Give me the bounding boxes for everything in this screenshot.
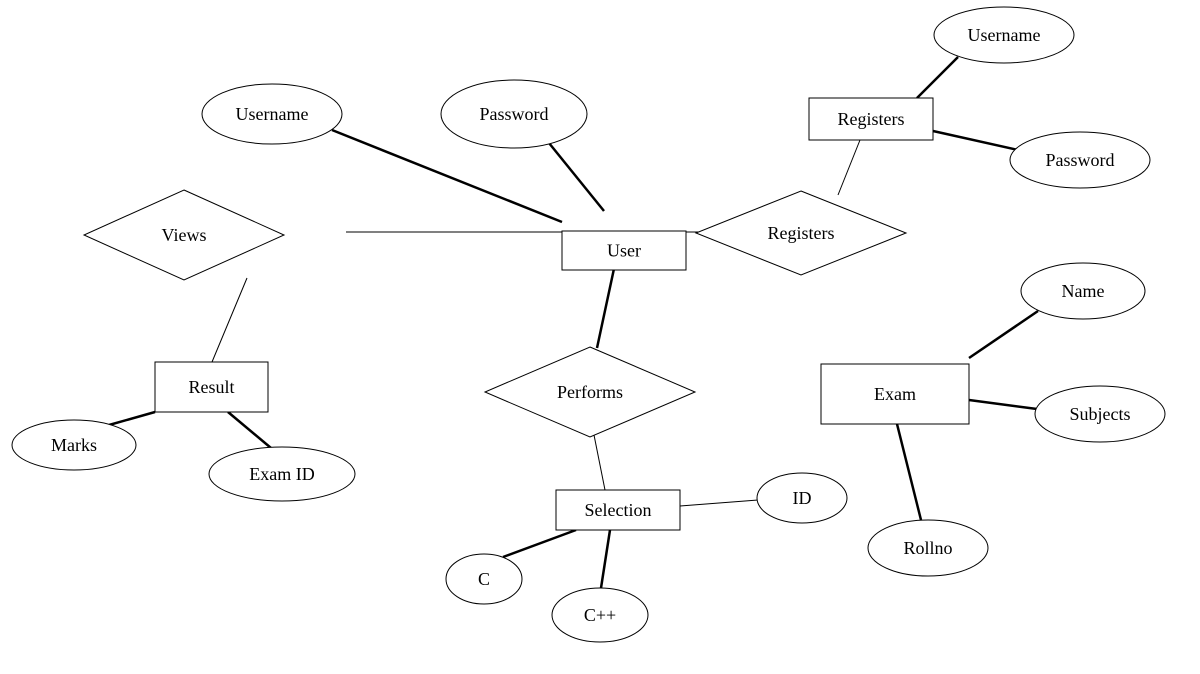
attribute-label-username_reg: Username (968, 25, 1041, 45)
edge-views-result (212, 278, 247, 362)
edge-performs-selection (594, 435, 605, 490)
relationship-label-views: Views (162, 225, 207, 245)
attribute-label-c: C (478, 569, 490, 589)
edge-selection-cpp (601, 530, 610, 588)
attribute-label-subjects: Subjects (1070, 404, 1131, 424)
edge-exam-rollno (897, 424, 921, 520)
attribute-name_exam: Name (1021, 263, 1145, 319)
relationship-label-performs: Performs (557, 382, 623, 402)
attribute-label-username_user: Username (236, 104, 309, 124)
edge-selection-c (503, 530, 576, 557)
entity-exam: Exam (821, 364, 969, 424)
er-diagram: Username Password Marks Exam ID C C++ ID Name Su… (0, 0, 1200, 674)
attribute-username_user: Username (202, 84, 342, 144)
attribute-label-id: ID (793, 488, 812, 508)
attribute-cpp: C++ (552, 588, 648, 642)
relationship-label-registers_rel: Registers (768, 223, 835, 243)
edge-result-examid (228, 412, 271, 448)
attribute-subjects: Subjects (1035, 386, 1165, 442)
relationship-registers_rel: Registers (696, 191, 906, 275)
attribute-label-name_exam: Name (1062, 281, 1105, 301)
entity-registers_entity: Registers (809, 98, 933, 140)
edge-registers_entity-password_reg (933, 131, 1018, 150)
attribute-label-password_reg: Password (1045, 150, 1114, 170)
attribute-label-cpp: C++ (584, 605, 616, 625)
entity-label-user: User (607, 241, 641, 261)
attribute-c: C (446, 554, 522, 604)
attribute-username_reg: Username (934, 7, 1074, 63)
entity-result: Result (155, 362, 268, 412)
edge-registers_entity-username_reg (917, 57, 958, 98)
edge-user-password_user (549, 143, 604, 211)
relationship-performs: Performs (485, 347, 695, 437)
attribute-label-rollno: Rollno (903, 538, 952, 558)
attribute-label-password_user: Password (479, 104, 548, 124)
attribute-label-marks: Marks (51, 435, 97, 455)
edge-selection-id (680, 500, 758, 506)
attribute-examid: Exam ID (209, 447, 355, 501)
relationship-views: Views (84, 190, 284, 280)
edge-exam-name_exam (969, 311, 1038, 358)
entity-label-registers_entity: Registers (838, 109, 905, 129)
edge-registers_rel-registers_entity (838, 140, 860, 195)
entity-selection: Selection (556, 490, 680, 530)
attribute-password_user: Password (441, 80, 587, 148)
attribute-password_reg: Password (1010, 132, 1150, 188)
entity-user: User (562, 231, 686, 270)
attribute-marks: Marks (12, 420, 136, 470)
attribute-rollno: Rollno (868, 520, 988, 576)
shapes-layer: Username Password Marks Exam ID C C++ ID Name Su… (12, 7, 1165, 642)
attribute-id: ID (757, 473, 847, 523)
edge-result-marks (109, 412, 155, 425)
entity-label-exam: Exam (874, 384, 916, 404)
entity-label-result: Result (188, 377, 234, 397)
edge-exam-subjects (969, 400, 1037, 409)
entity-label-selection: Selection (585, 500, 652, 520)
attribute-label-examid: Exam ID (249, 464, 314, 484)
